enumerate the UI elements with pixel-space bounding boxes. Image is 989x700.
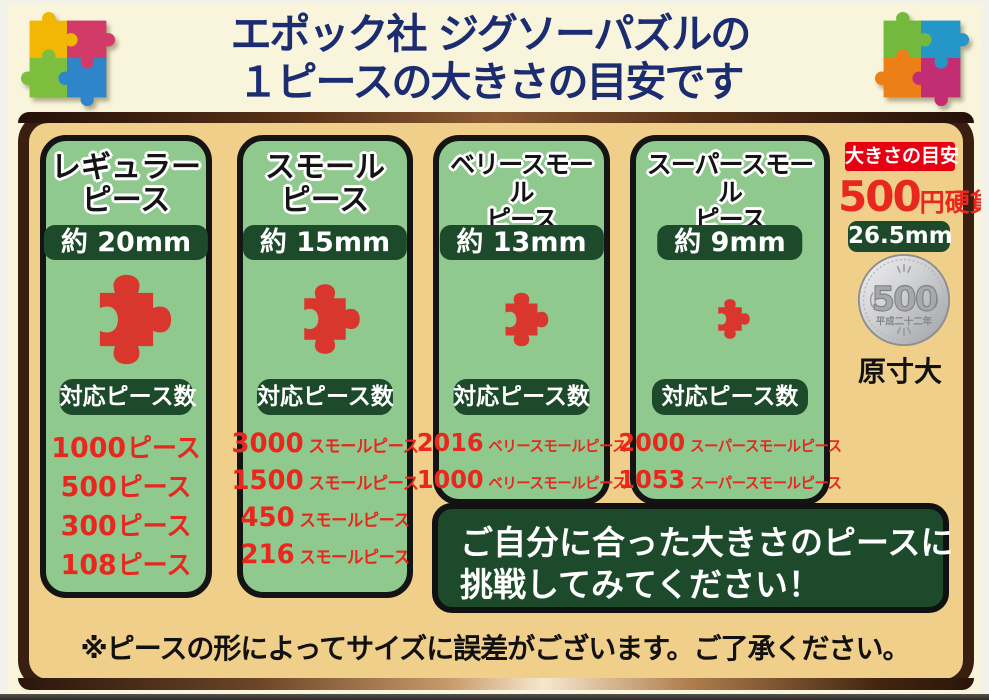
panel-top-border-sheen [18,112,974,123]
puzzle-piece-icon [304,284,360,354]
puzzle-logo-right-icon [874,11,970,107]
count-unit: スモールピース [299,511,410,531]
coin-era-text: 平成二十二年 [876,315,933,327]
counts-list: 2000 スーパースモールピース 1053 スーパースモールピース [618,428,842,502]
count-row: 3000 スモールピース [231,428,418,465]
page-title: エポック社 ジグソーパズルの １ピースの大きさの目安です [130,10,850,106]
count-number: 2000 [618,428,686,457]
coin-name-label: 500円硬貨 [838,172,989,221]
count-number: 300 [60,509,117,542]
counts-header-badge: 対応ピース数 [651,379,809,415]
column-regular-piece: レギュラー ピース 約 20mm 対応ピース数 1000 ピース 500 ピース 3… [40,135,212,598]
count-unit: スモールピース [308,437,419,457]
column-super-small-piece: スーパースモール ピース 約 9mm 対応ピース数 2000 スーパースモールピー… [618,135,842,505]
disclaimer-text: ※ピースの形によってサイズに誤差がございます。ご了承ください。 [80,632,911,665]
count-number: 1000 [51,431,127,464]
callout-line2: 挑戦してみてください！ [460,565,822,604]
column-title: レギュラー ピース [46,151,206,217]
count-unit: ピース [117,512,192,542]
count-number: 3000 [231,428,304,459]
column-title-line1: ベリースモール [450,150,594,207]
count-row: 2000 スーパースモールピース [618,428,842,465]
count-unit: スーパースモールピース [690,437,842,455]
page-title-line2: １ピースの大きさの目安です [237,58,745,106]
count-row: 216 スモールピース [241,539,410,576]
photo-edge-bottom [0,694,989,700]
count-number: 1500 [231,465,304,496]
column-title-line2: ピース [280,183,370,218]
count-unit: ベリースモールピース [488,474,627,492]
size-mm-badge: 約 13mm [439,225,604,260]
count-row: 1000 ベリースモールピース [417,465,627,502]
puzzle-piece-icon [505,292,549,346]
panel-bottom-border-sheen [18,678,974,690]
photo-edge-right [981,0,989,700]
count-row: 300 ピース [49,506,203,545]
counts-list: 3000 スモールピース 1500 スモールピース 450 スモールピース 216 スモ… [231,428,418,576]
count-unit: ピース [117,473,192,503]
coin-diameter-badge: 26.5mm [848,221,953,252]
column-title-line1: スーパースモール [646,150,815,207]
puzzle-piece-icon [718,299,750,339]
counts-header-badge: 対応ピース数 [59,379,196,415]
piece-illustration-wrap [439,257,604,381]
column-title: ベリースモール ピース [439,151,604,234]
count-number: 500 [60,470,117,503]
count-number: 450 [240,502,295,533]
count-row: 2016 ベリースモールピース [417,428,627,465]
counts-list: 1000 ピース 500 ピース 300 ピース 108 ピース [46,428,206,584]
column-title-line1: レギュラー [51,150,201,185]
column-title-line1: スモール [265,150,385,185]
coin-name-suffix: 円硬貨 [919,188,989,217]
actual-size-label: 原寸大 [857,355,942,388]
photo-edge-top [0,0,989,4]
counts-header-badge: 対応ピース数 [453,379,590,415]
count-row: 108 ピース [49,545,203,584]
column-title: スモール ピース [243,151,407,217]
count-number: 108 [60,548,117,581]
callout-line1: ご自分に合った大きさのピースに [460,523,954,562]
puzzle-logo-left-icon [20,11,116,107]
column-very-small-piece: ベリースモール ピース 約 13mm 対応ピース数 2016 ベリースモールピース… [417,135,627,505]
count-unit: スモールピース [308,474,419,494]
size-mm-badge: 約 15mm [242,225,408,260]
count-unit: ピース [127,434,201,464]
count-number: 1000 [416,465,484,494]
column-title-line2: ピース [81,183,171,218]
size-guide-badge: 大きさの目安 [845,142,959,171]
callout-box: ご自分に合った大きさのピースに 挑戦してみてください！ [432,503,954,613]
counts-header-badge: 対応ピース数 [256,379,394,415]
coin-name-number: 500 [838,172,922,221]
count-unit: スモールピース [299,548,410,568]
count-unit: スーパースモールピース [690,474,842,492]
count-number: 1053 [618,465,686,494]
piece-illustration-wrap [243,257,407,381]
500-yen-coin-image: 500 平成二十二年 [857,253,951,347]
count-unit: ベリースモールピース [488,437,627,455]
count-number: 216 [240,539,295,570]
size-mm-badge: 約 9mm [657,225,803,260]
size-mm-badge: 約 20mm [43,225,209,260]
count-row: 1000 ピース [49,428,203,467]
piece-illustration-wrap [636,257,824,381]
column-title: スーパースモール ピース [636,151,824,234]
column-small-piece: スモール ピース 約 15mm 対応ピース数 3000 スモールピース 1500 ス… [231,135,419,598]
photo-edge-left [0,0,7,700]
coin-face-value: 500 [872,279,937,318]
count-unit: ピース [117,551,192,581]
count-row: 1500 スモールピース [231,465,418,502]
page-title-line1: エポック社 ジグソーパズルの [230,10,752,58]
count-row: 450 スモールピース [241,502,410,539]
count-row: 500 ピース [49,467,203,506]
count-number: 2016 [416,428,484,457]
puzzle-piece-icon [99,274,171,364]
count-row: 1053 スーパースモールピース [618,465,842,502]
counts-list: 2016 ベリースモールピース 1000 ベリースモールピース [417,428,627,502]
piece-illustration-wrap [46,257,206,381]
